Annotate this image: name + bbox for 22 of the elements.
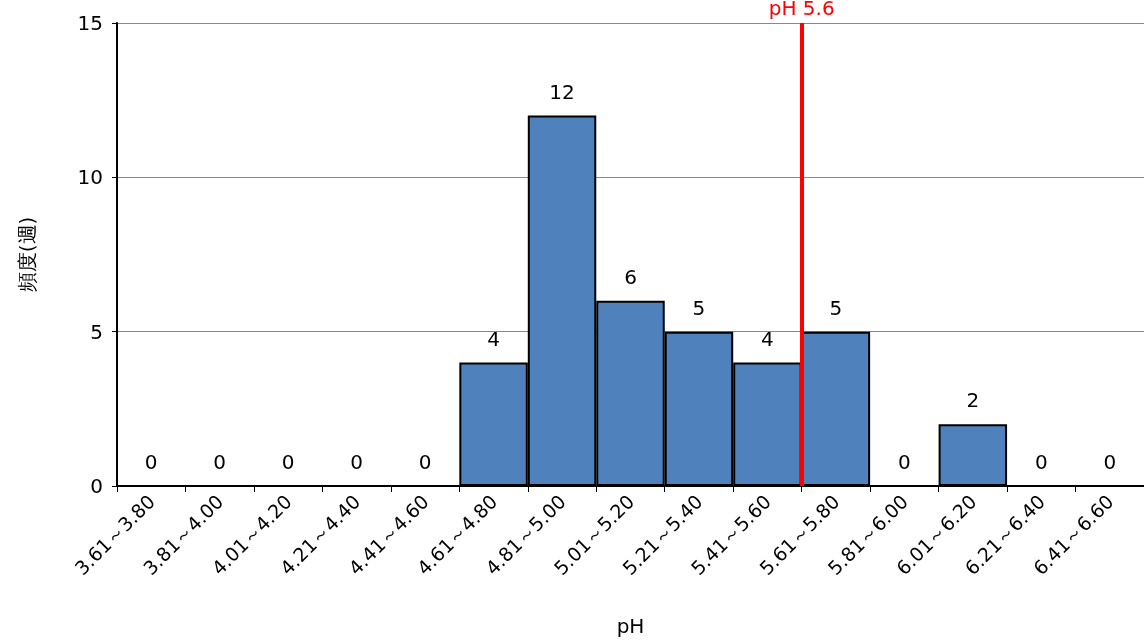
data-label: 0 — [1034, 450, 1048, 474]
data-label: 6 — [624, 264, 637, 289]
data-label: 0 — [898, 450, 911, 474]
data-label: 0 — [281, 450, 295, 474]
data-label: 4 — [487, 326, 500, 351]
x-axis-title: pH — [616, 614, 645, 638]
y-tick-label: 10 — [77, 165, 103, 190]
data-label: 12 — [549, 79, 575, 104]
data-label: 0 — [418, 450, 432, 474]
y-tick-label: 0 — [90, 474, 103, 498]
data-label: 5 — [692, 295, 706, 320]
data-label: 0 — [350, 450, 363, 474]
y-tick-label: 15 — [77, 11, 103, 35]
y-tick-label: 5 — [90, 319, 103, 344]
ref-line-label: pH 5.6 — [768, 0, 835, 20]
data-label: 0 — [213, 450, 227, 474]
data-label: 2 — [966, 388, 980, 413]
data-label: 0 — [1103, 450, 1117, 474]
y-axis-title: 頻度(週) — [15, 216, 39, 293]
data-label: 4 — [761, 326, 774, 351]
data-label: 5 — [829, 295, 843, 320]
data-label: 0 — [144, 450, 158, 474]
